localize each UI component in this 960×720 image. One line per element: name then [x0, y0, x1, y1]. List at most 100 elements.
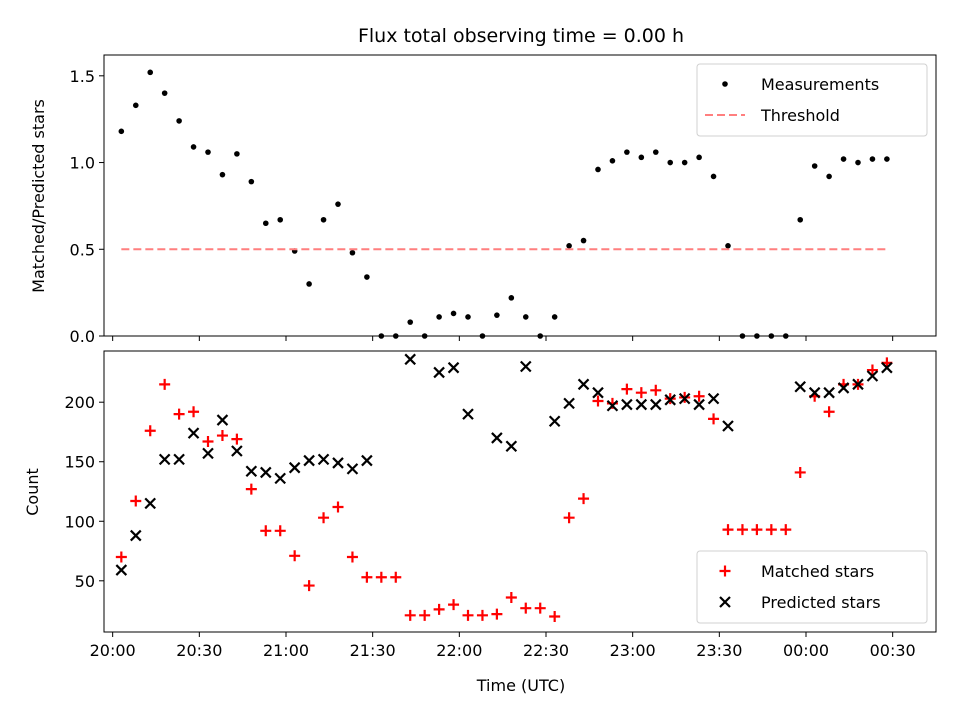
measurement-point [262, 220, 269, 227]
measurement-point [811, 163, 818, 169]
predicted-star-point [808, 386, 821, 399]
measurement-point [306, 281, 312, 287]
matched-star-point [866, 364, 878, 376]
matched-star-point [231, 433, 243, 445]
matched-star-point [361, 571, 373, 583]
measurement-point [248, 178, 255, 185]
predicted-star-point [115, 564, 128, 576]
measurement-point [609, 158, 616, 164]
bottom-ytick-label: 200 [64, 393, 95, 412]
predicted-star-point [881, 361, 893, 374]
top-ytick-label: 0.0 [70, 327, 95, 346]
measurement-point [147, 69, 154, 76]
matched-star-point [780, 524, 792, 536]
measurement-point [436, 314, 442, 320]
measurement-point [407, 319, 414, 325]
matched-star-point [433, 603, 445, 615]
matched-star-point [476, 609, 488, 621]
matched-star-point [419, 609, 431, 621]
bottom-legend: Matched stars Predicted stars [696, 550, 928, 624]
predicted-star-point [548, 415, 561, 428]
top-chart-panel: 0.0 0.5 1.0 1.5 Measurements Threshold [70, 54, 937, 346]
bottom-xtick-label: 00:30 [870, 641, 916, 660]
measurement-point [277, 216, 284, 223]
measurement-point [234, 151, 240, 157]
measurement-point [335, 201, 341, 207]
predicted-star-point [361, 454, 373, 467]
predicted-star-point [447, 361, 460, 374]
bottom-chart-panel: 50 100 150 200 20:00 20:30 21:00 21:30 22:00 22:3… [64, 350, 937, 660]
measurement-point [710, 173, 717, 180]
bottom-ytick-label: 50 [75, 572, 95, 591]
measurement-point [667, 159, 674, 166]
legend-label: Matched stars [761, 562, 874, 581]
predicted-star-point [332, 457, 344, 469]
top-chart-title: Flux total observing time = 0.00 h [358, 25, 684, 47]
measurement-point [392, 333, 399, 339]
predicted-star-point [288, 461, 301, 474]
matched-star-point [188, 406, 200, 418]
matched-star-point [303, 580, 315, 592]
bottom-xtick-label: 22:30 [523, 641, 569, 660]
measurement-point [551, 314, 558, 320]
matched-star-point [708, 413, 720, 425]
measurement-point [494, 312, 500, 318]
matched-star-point [578, 493, 590, 505]
predicted-star-point [707, 392, 720, 405]
predicted-star-point [664, 394, 676, 406]
measurement-point [884, 156, 890, 162]
matched-star-point [202, 435, 214, 447]
top-ytick-label: 0.5 [70, 240, 95, 259]
measurement-point [378, 333, 385, 339]
measurement-point [450, 310, 457, 317]
matched-star-point [650, 384, 662, 396]
measurement-point [580, 237, 587, 244]
legend-label: Threshold [760, 106, 840, 125]
measurement-point [364, 274, 370, 280]
measurement-point [681, 159, 688, 166]
measurement-point [782, 333, 789, 339]
top-legend: Measurements Threshold [696, 63, 928, 137]
measurement-point [624, 149, 630, 155]
legend-label: Predicted stars [761, 593, 881, 612]
predicted-star-point [563, 397, 575, 410]
matched-star-point [635, 387, 647, 399]
matched-star-point [346, 551, 358, 563]
predicted-star-point [491, 432, 503, 444]
matched-star-point [722, 524, 734, 536]
matched-star-point [563, 512, 575, 524]
predicted-star-point [505, 440, 518, 453]
measurement-point [479, 333, 486, 339]
matched-star-point [751, 524, 763, 536]
matched-star-point [621, 383, 633, 395]
measurement-point [739, 333, 746, 339]
matched-star-point [693, 390, 705, 402]
measurement-point [797, 216, 804, 223]
measurement-point [855, 159, 861, 166]
top-axes-frame [103, 54, 937, 337]
measurement-point [840, 156, 847, 162]
predicted-star-point [606, 399, 619, 412]
matched-star-point [505, 591, 517, 603]
predicted-star-point [577, 378, 590, 391]
matched-star-point [130, 495, 142, 507]
top-ytick-label: 1.5 [70, 67, 95, 86]
bottom-xtick-label: 23:00 [610, 641, 656, 660]
predicted-star-point [245, 465, 258, 478]
measurement-point [421, 333, 428, 339]
bottom-xtick-label: 23:30 [696, 641, 742, 660]
measurement-point [161, 90, 168, 96]
matched-star-point [289, 550, 301, 562]
predicted-star-point [187, 427, 200, 439]
predicted-star-point [433, 366, 445, 379]
bottom-xtick-label: 20:00 [90, 641, 136, 660]
measurement-point [205, 149, 211, 155]
predicted-star-point [158, 453, 171, 466]
measurement-point [652, 149, 659, 155]
measurement-point [754, 333, 760, 339]
predicted-star-point [231, 445, 243, 457]
matched-star-point [549, 611, 561, 623]
matched-star-point [462, 609, 474, 621]
top-ytick-label: 1.0 [70, 154, 95, 173]
